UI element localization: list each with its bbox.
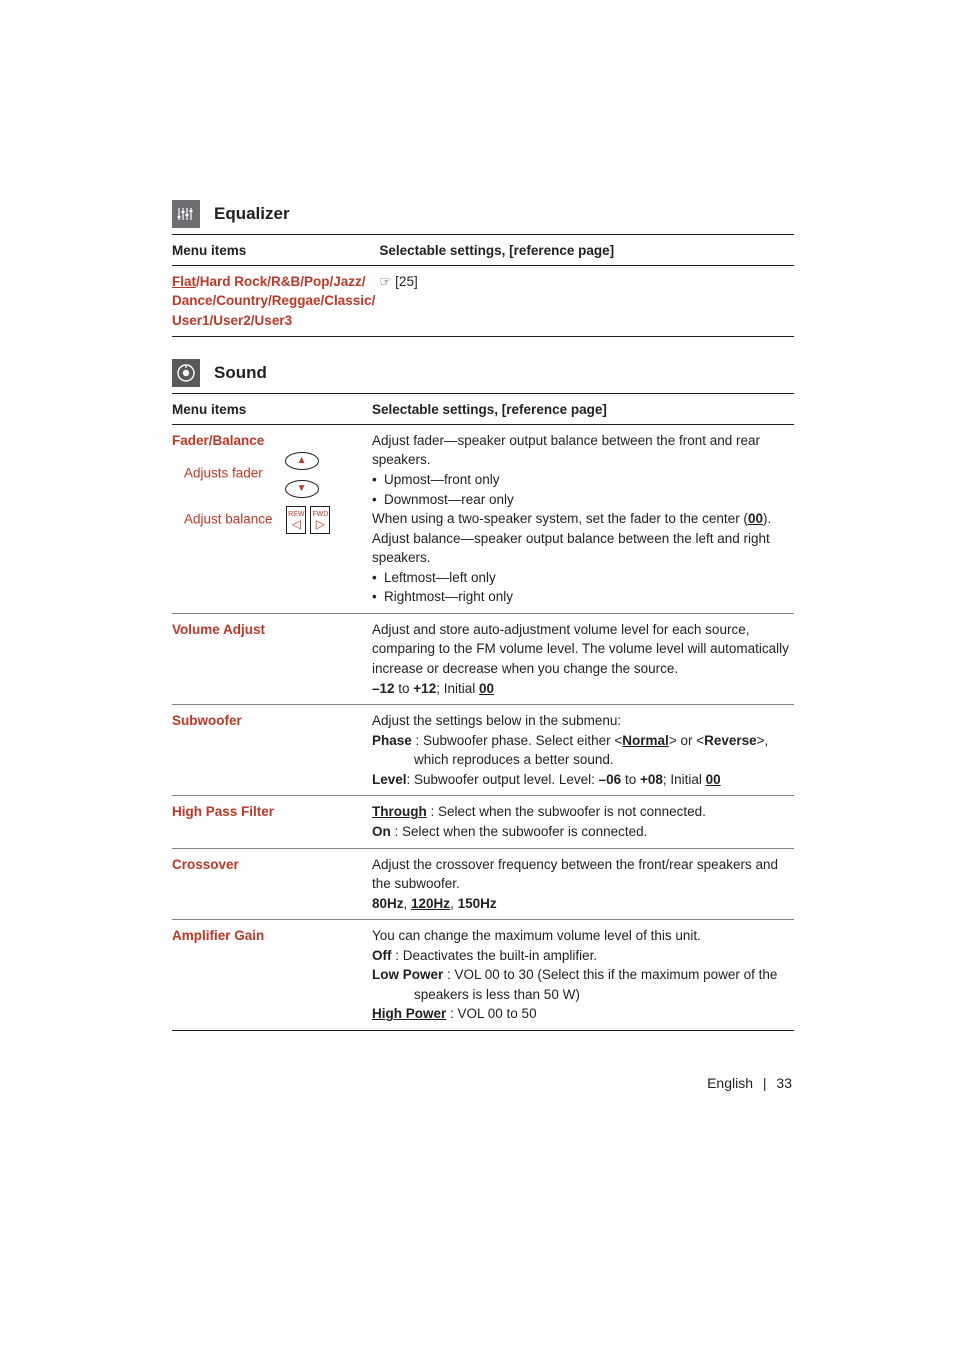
voladj-e: 00: [479, 681, 494, 696]
fader-b1: Upmost—front only: [384, 470, 500, 490]
cross-d: ,: [450, 896, 458, 911]
cross-a: 80Hz: [372, 896, 404, 911]
cross-item-cell: Crossover: [172, 848, 372, 920]
sub-phase-a: Phase: [372, 733, 412, 748]
col-header-items: Menu items: [172, 235, 379, 265]
eq-l3: User1/User2/User3: [172, 313, 292, 328]
fader-b2: Downmost—rear only: [384, 490, 514, 510]
fader-l2c: ).: [763, 511, 771, 526]
voladj-desc-cell: Adjust and store auto-adjustment volume …: [372, 613, 794, 704]
sub-level-e: +08: [640, 772, 663, 787]
eq-ref-cell: ☞ [25]: [379, 265, 794, 337]
fader-l3: Adjust balance—speaker output balance be…: [372, 531, 770, 566]
amp-low-a: Low Power: [372, 967, 443, 982]
sub-phase-d: > or <: [669, 733, 704, 748]
cross-desc-cell: Adjust the crossover frequency between t…: [372, 848, 794, 920]
eq-item-cell: Flat/Hard Rock/R&B/Pop/Jazz/ Dance/Count…: [172, 265, 379, 337]
amp-l1: You can change the maximum volume level …: [372, 928, 701, 943]
eq-flat-label: Flat: [172, 274, 196, 289]
left-button-icon: REW: [286, 506, 306, 534]
fader-b3: Leftmost—left only: [384, 568, 496, 588]
fader-desc-l1: Adjust fader—speaker output balance betw…: [372, 433, 760, 468]
fader-name: Fader/Balance: [172, 433, 264, 448]
sub-name: Subwoofer: [172, 713, 242, 728]
down-button-icon: ▼: [285, 480, 319, 498]
eq-l2: Dance/Country/Reggae/Classic/: [172, 293, 375, 308]
left-right-buttons: REW FWD: [286, 506, 330, 534]
fader-b4: Rightmost—right only: [384, 587, 513, 607]
sub-phase-c: Normal: [622, 733, 669, 748]
amp-low-c: speakers is less than 50 W): [414, 985, 790, 1005]
sub-level-f: ; Initial: [663, 772, 706, 787]
amp-off-b: : Deactivates the built-in amplifier.: [392, 948, 598, 963]
amp-item-cell: Amplifier Gain: [172, 920, 372, 1031]
sub-item-cell: Subwoofer: [172, 705, 372, 796]
hpf-c: On: [372, 824, 391, 839]
equalizer-icon: [172, 200, 200, 228]
col-header-settings: Selectable settings, [reference page]: [372, 394, 794, 424]
sound-table: Menu items Selectable settings, [referen…: [172, 394, 794, 1031]
col-header-settings: Selectable settings, [reference page]: [379, 235, 794, 265]
section-header-equalizer: Equalizer: [172, 200, 794, 228]
fader-sub1: Adjusts fader ▲ ▼: [184, 450, 368, 498]
amp-name: Amplifier Gain: [172, 928, 264, 943]
up-down-buttons: ▲ ▼: [285, 452, 319, 498]
fader-l2b: 00: [748, 511, 763, 526]
voladj-a: –12: [372, 681, 395, 696]
hpf-desc-cell: Through : Select when the subwoofer is n…: [372, 796, 794, 848]
sub-level-c: –06: [599, 772, 622, 787]
sub-level-g: 00: [706, 772, 721, 787]
right-button-icon: FWD: [310, 506, 330, 534]
section-title: Sound: [214, 363, 267, 383]
hpf-item-cell: High Pass Filter: [172, 796, 372, 848]
sub-phase-e: Reverse: [704, 733, 757, 748]
cross-l1: Adjust the crossover frequency between t…: [372, 857, 778, 892]
sub-phase-b: : Subwoofer phase. Select either <: [412, 733, 623, 748]
eq-rest-l1: /Hard Rock/R&B/Pop/Jazz/: [196, 274, 366, 289]
up-button-icon: ▲: [285, 452, 319, 470]
fader-sub2: Adjust balance REW FWD: [184, 506, 368, 534]
sub-level-a: Level: [372, 772, 407, 787]
amp-off-a: Off: [372, 948, 392, 963]
col-header-items: Menu items: [172, 394, 372, 424]
hpf-a: Through: [372, 804, 427, 819]
sub-phase-f: >,: [757, 733, 769, 748]
hpf-d: : Select when the subwoofer is connected…: [391, 824, 648, 839]
amp-low-b: : VOL 00 to 30 (Select this if the maxim…: [443, 967, 777, 982]
sound-icon: [172, 359, 200, 387]
footer-divider: |: [763, 1075, 767, 1091]
voladj-d: ; Initial: [436, 681, 479, 696]
voladj-l1: Adjust and store auto-adjustment volume …: [372, 622, 789, 676]
voladj-item-cell: Volume Adjust: [172, 613, 372, 704]
footer-lang: English: [707, 1075, 753, 1091]
voladj-name: Volume Adjust: [172, 622, 265, 637]
hpf-name: High Pass Filter: [172, 804, 274, 819]
voladj-c: +12: [413, 681, 436, 696]
amp-high-a: High Power: [372, 1006, 446, 1021]
cross-b: ,: [404, 896, 412, 911]
sub-desc-cell: Adjust the settings below in the submenu…: [372, 705, 794, 796]
cross-c: 120Hz: [411, 896, 450, 911]
eq-ref: ☞ [25]: [379, 274, 417, 289]
cross-e: 150Hz: [458, 896, 497, 911]
fader-l2a: When using a two-speaker system, set the…: [372, 511, 748, 526]
sub-l1: Adjust the settings below in the submenu…: [372, 713, 621, 728]
amp-desc-cell: You can change the maximum volume level …: [372, 920, 794, 1031]
sub-level-d: to: [621, 772, 640, 787]
fader-item-cell: Fader/Balance Adjusts fader ▲ ▼ Adjust b…: [172, 424, 372, 613]
cross-name: Crossover: [172, 857, 239, 872]
hpf-b: : Select when the subwoofer is not conne…: [427, 804, 706, 819]
sub-phase-g: which reproduces a better sound.: [414, 750, 790, 770]
fader-desc-cell: Adjust fader—speaker output balance betw…: [372, 424, 794, 613]
footer-page: 33: [776, 1075, 792, 1091]
sub-level-b: : Subwoofer output level. Level:: [407, 772, 599, 787]
amp-high-b: : VOL 00 to 50: [446, 1006, 536, 1021]
equalizer-table: Menu items Selectable settings, [referen…: [172, 235, 794, 337]
page-footer: English | 33: [172, 1075, 794, 1091]
voladj-b: to: [395, 681, 414, 696]
section-header-sound: Sound: [172, 359, 794, 387]
section-title: Equalizer: [214, 204, 290, 224]
